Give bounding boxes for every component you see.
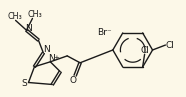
Text: N: N [48, 54, 55, 63]
Text: Cl: Cl [140, 46, 149, 55]
Text: N: N [43, 45, 50, 55]
Text: CH₃: CH₃ [7, 12, 22, 21]
Text: O: O [70, 76, 77, 85]
Text: S: S [22, 79, 27, 88]
Text: Br⁻: Br⁻ [98, 28, 112, 37]
Text: Cl: Cl [166, 41, 175, 50]
Text: +: + [53, 55, 59, 61]
Text: CH₃: CH₃ [27, 10, 42, 19]
Text: N: N [25, 24, 32, 33]
